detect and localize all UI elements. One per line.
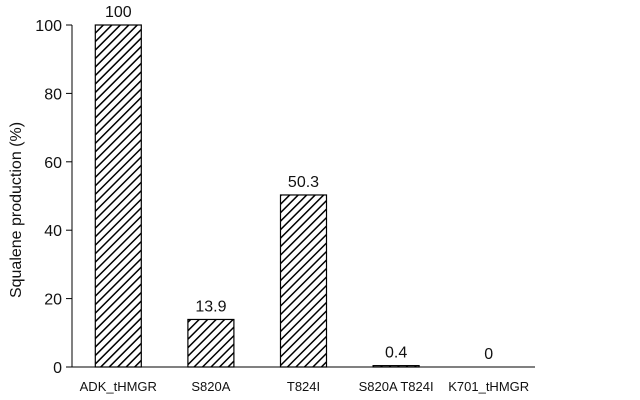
y-tick-label: 80: [44, 86, 62, 103]
data-label: 0: [484, 346, 493, 363]
data-label: 50.3: [288, 174, 319, 191]
y-tick-label: 0: [53, 360, 62, 377]
bar: [373, 366, 419, 367]
bars: [95, 25, 419, 367]
data-label: 13.9: [195, 298, 226, 315]
y-tick-label: 60: [44, 155, 62, 172]
bar: [188, 319, 234, 367]
x-tick-label: S820A: [191, 379, 230, 394]
data-label: 100: [105, 4, 132, 21]
x-tick-label: K701_tHMGR: [448, 379, 529, 394]
data-label: 0.4: [385, 345, 407, 362]
x-tick-label: T824I: [287, 379, 320, 394]
y-tick-label: 40: [44, 223, 62, 240]
x-tick-label: ADK_tHMGR: [80, 379, 157, 394]
y-tick-label: 20: [44, 292, 62, 309]
y-axis-title: Squalene production (%): [8, 122, 25, 298]
bar: [95, 25, 141, 367]
x-tick-label: S820A T824I: [359, 379, 434, 394]
bar: [281, 195, 327, 367]
y-tick-label: 100: [35, 18, 62, 35]
